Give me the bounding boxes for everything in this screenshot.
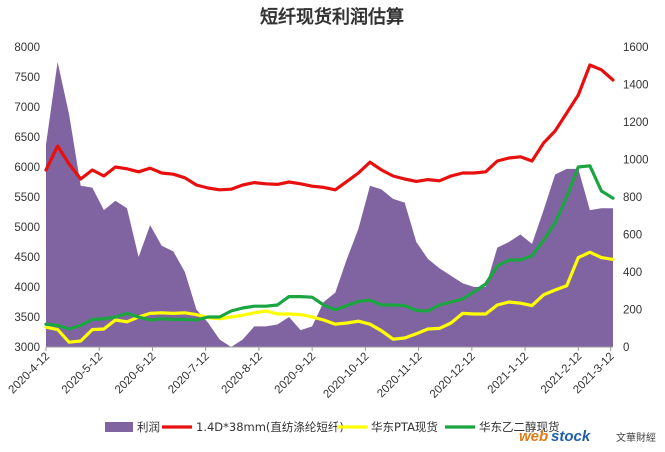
legend-label: 华东乙二醇现货 [479,420,560,434]
left-tick-label: 3500 [14,312,40,324]
x-tick-label: 2020-6-12 [113,351,159,397]
x-tick-label: 2020-7-12 [166,351,212,397]
series-lines [44,63,615,344]
x-tick-label: 2020-10-12 [321,351,371,401]
left-tick-label: 5000 [14,222,40,234]
right-tick-label: 600 [623,230,642,242]
x-axis-ticks: 2020-4-12 2020-5-12 2020-6-12 2020-7-12 2020… [7,347,617,401]
left-tick-label: 6000 [14,162,40,174]
right-tick-label: 1000 [623,155,649,167]
left-tick-label: 4500 [14,252,40,264]
left-tick-label: 5500 [14,192,40,204]
wenhua-watermark-logo: web stock 文華財經 [519,428,656,445]
legend-label: 利润 [137,420,160,434]
series-line-staple-fiber [44,63,615,192]
x-tick-label: 2020-8-12 [219,351,265,397]
left-tick-label: 3000 [14,342,40,354]
right-axis-ticks: 0 200 400 600 800 1000 1200 1400 1600 [623,42,649,354]
chart-title: 短纤现货利润估算 [260,6,404,28]
right-tick-label: 1200 [623,117,649,129]
right-tick-label: 1600 [623,42,649,54]
right-tick-label: 0 [623,342,629,354]
left-tick-label: 7500 [14,72,40,84]
x-tick-label: 2020-12-12 [428,351,478,401]
left-tick-label: 8000 [14,42,40,54]
right-tick-label: 1400 [623,80,649,92]
right-tick-label: 800 [623,192,642,204]
x-tick-label: 2020-9-12 [273,351,319,397]
watermark-cn: 文華財經 [616,431,656,444]
right-tick-label: 200 [623,305,642,317]
left-axis-ticks: 3000 3500 4000 4500 5000 5500 6000 6500 7000 7500… [14,42,40,354]
series-line-meg [44,164,615,331]
watermark-web: web [519,428,548,445]
left-tick-label: 6500 [14,132,40,144]
watermark-stock: stock [551,428,591,445]
x-tick-label: 2020-11-12 [375,351,424,400]
legend: 利润 1.4D*38mm(直纺涤纶短纤) 华东PTA现货 华东乙二醇现货 [105,420,560,434]
legend-swatch-profit [105,422,133,432]
x-tick-label: 2020-4-12 [7,351,53,397]
right-tick-label: 400 [623,267,642,279]
x-tick-label: 2020-5-12 [60,351,106,397]
left-tick-label: 4000 [14,282,40,294]
legend-label: 华东PTA现货 [371,420,438,434]
legend-label: 1.4D*38mm(直纺涤纶短纤) [196,420,344,434]
left-tick-label: 7000 [14,102,40,114]
x-tick-label: 2021-1-12 [486,351,532,397]
